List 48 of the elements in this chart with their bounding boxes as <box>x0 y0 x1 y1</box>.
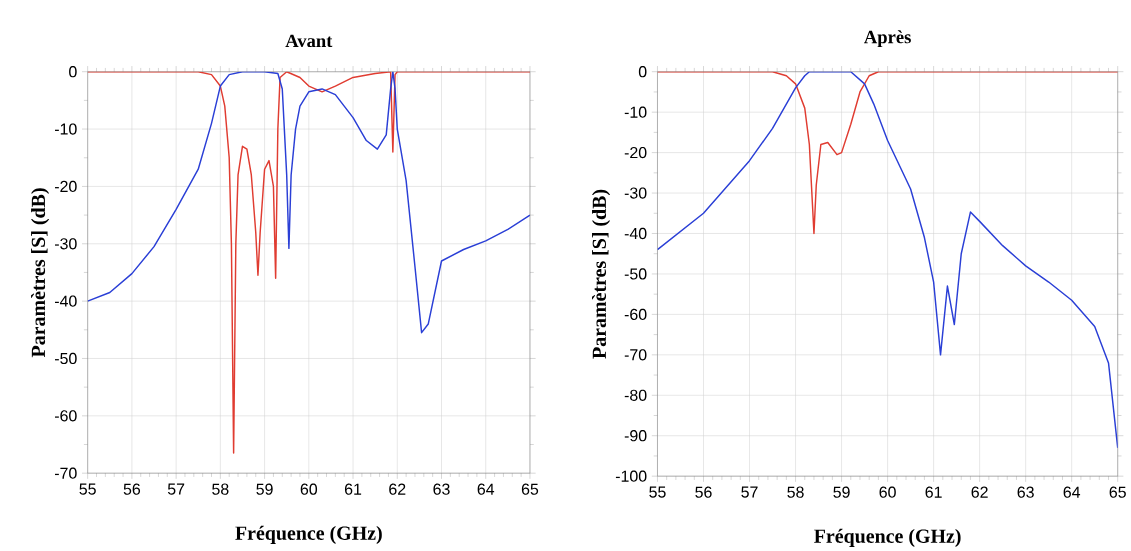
x-axis-title: Fréquence (GHz) <box>235 525 382 544</box>
x-tick-label: 65 <box>521 483 539 495</box>
x-tick-label: 59 <box>256 483 273 495</box>
y-tick-label: -90 <box>624 429 647 442</box>
y-tick-label: -30 <box>624 187 647 199</box>
y-tick-label: -60 <box>624 308 647 320</box>
x-tick-label: 59 <box>833 486 850 498</box>
x-tick-label: 60 <box>879 486 896 498</box>
x-tick-label: 61 <box>344 483 362 495</box>
y-tick-label: -50 <box>54 352 77 364</box>
x-tick-label: 58 <box>212 483 229 495</box>
x-tick-label: 63 <box>433 483 450 495</box>
y-axis-title: Paramètres [S] (dB) <box>31 188 50 357</box>
y-tick-label: -80 <box>624 389 647 401</box>
x-axis-title: Fréquence (GHz) <box>814 528 961 547</box>
y-tick-label: -40 <box>54 295 77 307</box>
x-tick-label: 64 <box>1063 486 1081 498</box>
x-tick-label: 57 <box>167 483 185 495</box>
x-tick-label: 55 <box>79 483 96 495</box>
y-tick-label: -60 <box>54 410 77 422</box>
y-tick-label: -70 <box>54 467 77 479</box>
x-tick-label: 55 <box>649 486 666 498</box>
x-tick-label: 58 <box>787 486 804 498</box>
y-tick-label: 0 <box>69 65 77 78</box>
y-tick-label: 0 <box>638 65 647 78</box>
line-series <box>87 71 530 334</box>
chart-title: Après <box>864 30 911 47</box>
x-tick-label: 60 <box>300 483 318 495</box>
x-tick-label: 61 <box>925 486 942 498</box>
chart-title: Avant <box>285 34 333 47</box>
y-axis-title: Paramètres [S] (dB) <box>592 189 611 359</box>
x-tick-label: 56 <box>123 483 141 495</box>
y-tick-label: -100 <box>615 470 647 482</box>
x-tick-label: 63 <box>1017 486 1034 498</box>
y-tick-label: -10 <box>624 106 647 118</box>
y-tick-label: -40 <box>624 227 647 239</box>
y-tick-label: -20 <box>624 146 647 159</box>
y-tick-label: -20 <box>54 180 77 192</box>
x-tick-label: 64 <box>477 483 495 495</box>
y-tick-label: -50 <box>624 268 647 280</box>
y-tick-label: -70 <box>624 349 647 361</box>
y-tick-label: -10 <box>54 123 77 135</box>
x-tick-label: 62 <box>389 483 406 495</box>
x-tick-label: 62 <box>971 486 988 498</box>
y-tick-label: -30 <box>54 237 77 250</box>
x-tick-label: 65 <box>1109 486 1126 498</box>
x-tick-label: 56 <box>695 486 712 498</box>
x-tick-label: 57 <box>741 486 758 498</box>
